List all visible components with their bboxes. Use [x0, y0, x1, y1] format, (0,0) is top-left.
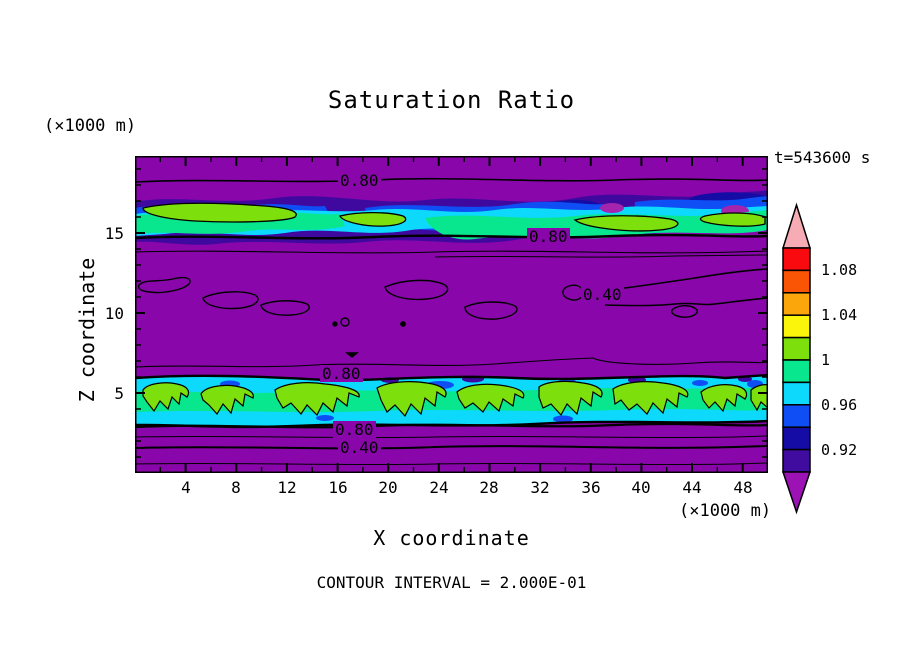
x-tick-label-4: 4: [181, 478, 191, 497]
x-tick-label-16: 16: [328, 478, 348, 497]
colorbar-tick-label: 1: [821, 351, 831, 369]
y-axis-units: (×1000 m): [44, 116, 137, 136]
x-tick-label-40: 40: [631, 478, 651, 497]
contour-field-svg: [133, 154, 770, 475]
contour-label: 0.80: [527, 227, 570, 246]
contour-plot-area: 0.80 0.80 0.40 0.80 0.80 0.40: [133, 154, 770, 475]
colorbar-over-arrow: [781, 202, 812, 249]
lower-band: [133, 373, 770, 429]
x-axis-units: (×1000 m): [679, 501, 772, 521]
upper-contour-lines: [134, 177, 769, 258]
x-tick-label-20: 20: [378, 478, 398, 497]
colorbar-cells: [782, 247, 811, 473]
colorbar-tick-label: 0.96: [821, 396, 858, 414]
contour-label: 0.40: [581, 285, 624, 304]
figure-title: Saturation Ratio: [327, 86, 576, 114]
x-tick-label-8: 8: [231, 478, 241, 497]
x-tick-label-48: 48: [733, 478, 753, 497]
contour-line-above-lower-band: [134, 357, 769, 368]
y-tick-label-10: 10: [104, 304, 124, 323]
axis-ticks: [135, 156, 768, 473]
upper-band: [135, 190, 768, 245]
colorbar-tick-label: 1.04: [821, 306, 858, 324]
x-tick-label-44: 44: [682, 478, 702, 497]
x-tick-label-28: 28: [479, 478, 499, 497]
colorbar-tick-label: 0.92: [821, 441, 858, 459]
contour-label: 0.80: [320, 364, 363, 383]
time-annotation: t=543600 s: [774, 148, 871, 167]
y-tick-label-5: 5: [114, 384, 124, 403]
colorbar-under-arrow: [781, 471, 812, 515]
x-tick-label-36: 36: [581, 478, 601, 497]
x-tick-label-32: 32: [530, 478, 550, 497]
y-tick-label-15: 15: [104, 224, 124, 243]
lower-contour-lines: [134, 422, 769, 466]
x-tick-label-12: 12: [277, 478, 297, 497]
x-axis-label: X coordinate: [373, 526, 530, 550]
contour-label: 0.80: [338, 171, 381, 190]
contour-label: 0.40: [338, 438, 381, 457]
contour-label: 0.80: [333, 420, 376, 439]
colorbar-tick-label: 1.08: [821, 261, 858, 279]
x-tick-label-24: 24: [429, 478, 449, 497]
colorbar: [781, 202, 812, 515]
contour-interval-note: CONTOUR INTERVAL = 2.000E-01: [316, 573, 587, 592]
